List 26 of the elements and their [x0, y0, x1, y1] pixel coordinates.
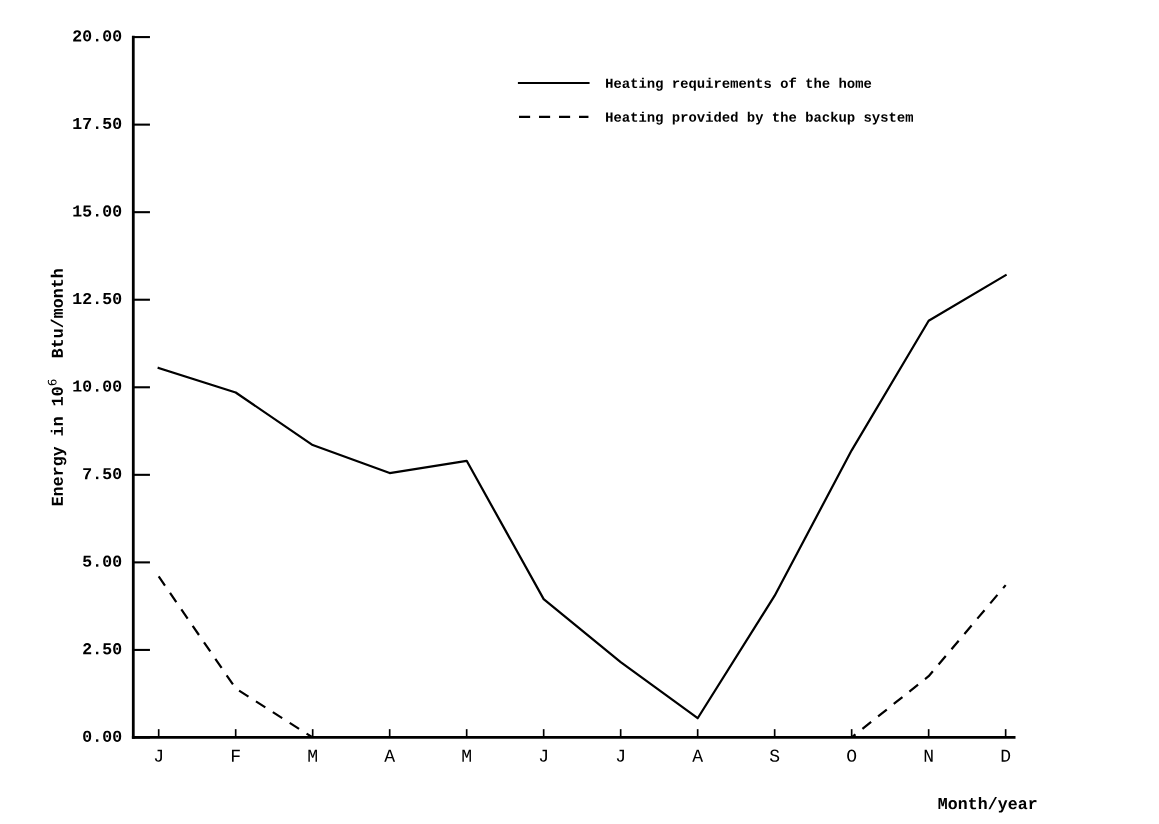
line-series — [157, 274, 1007, 720]
x-axis-title: Month/year — [938, 797, 1037, 813]
legend-label: Heating provided by the backup system — [606, 111, 913, 125]
x-tick-label: D — [1001, 749, 1011, 762]
y-tick-label: 0.00 — [83, 730, 122, 742]
y-tick-label: 7.50 — [83, 467, 122, 480]
x-tick-label: F — [231, 749, 240, 762]
x-tick-label: M — [462, 749, 471, 762]
x-tick-label: N — [924, 749, 933, 762]
legend-label: Heating requirements of the home — [606, 77, 872, 91]
x-tick-label: J — [154, 749, 162, 762]
x-tick-label: O — [847, 749, 857, 762]
x-tick-label: A — [384, 749, 396, 762]
x-tick-label: J — [616, 749, 624, 762]
y-tick-label: 17.50 — [73, 117, 122, 130]
x-tick-label: S — [769, 749, 780, 762]
text: Energy in 10$^{6}$ Btu/month — [47, 269, 67, 506]
x-tick-label: J — [539, 749, 547, 762]
y-tick-label: 2.50 — [83, 643, 122, 655]
y-tick-label: 15.00 — [73, 205, 122, 217]
x-tick-label: M — [308, 749, 317, 762]
x-tick-label: A — [692, 749, 704, 762]
y-tick-label: 12.50 — [73, 292, 122, 305]
y-tick-label: 10.00 — [73, 380, 122, 392]
y-tick-label: 20.00 — [73, 30, 122, 42]
y-tick-label: 5.00 — [83, 555, 122, 567]
